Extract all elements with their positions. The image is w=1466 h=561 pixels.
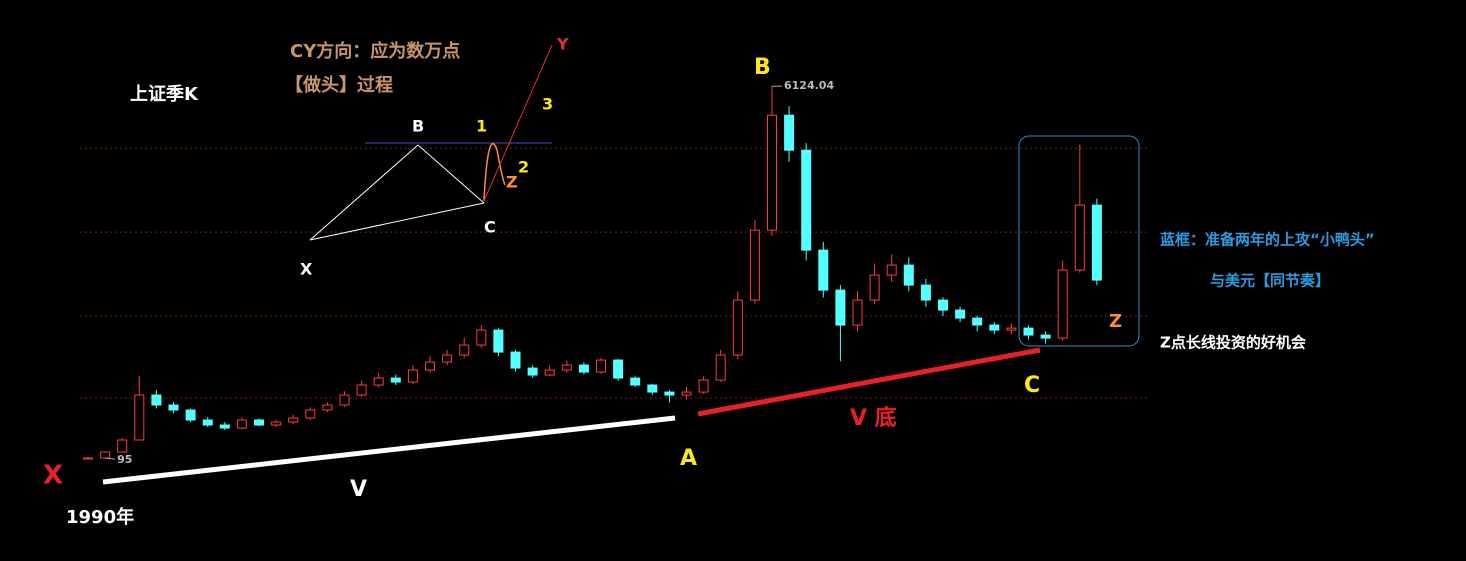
- annotation: Y: [556, 35, 569, 54]
- candle-body: [459, 344, 470, 356]
- annotation: B: [754, 55, 771, 80]
- candle-body: [305, 409, 316, 419]
- candle-body: [989, 324, 1000, 331]
- candle-body: [219, 424, 230, 429]
- candle-body: [835, 289, 846, 326]
- candle-body: [561, 364, 572, 371]
- candle-body: [972, 317, 983, 326]
- annotation: V 底: [850, 405, 897, 431]
- inset-line: [483, 44, 553, 202]
- annotation: C: [484, 218, 496, 237]
- candle-body: [493, 329, 504, 353]
- candle-body: [476, 329, 487, 346]
- candle-body: [664, 391, 675, 396]
- candle-body: [955, 309, 966, 319]
- annotation: B: [412, 117, 424, 136]
- candle-body: [151, 394, 162, 406]
- candle-body: [784, 114, 795, 151]
- candle-body: [1006, 327, 1017, 331]
- candle-body: [117, 439, 128, 453]
- annotation: C: [1024, 373, 1040, 398]
- candle-body: [236, 419, 247, 429]
- chart-title: 上证季K: [130, 84, 199, 105]
- trend-line: [102, 415, 676, 485]
- candle-body: [767, 114, 777, 231]
- candle-body: [938, 299, 948, 311]
- candle-body: [510, 351, 521, 369]
- candle-body: [869, 274, 880, 301]
- candle-body: [527, 367, 538, 376]
- candle-body: [442, 354, 453, 363]
- candle-body: [407, 369, 418, 383]
- candle-body: [596, 359, 606, 373]
- candle-body: [578, 364, 589, 373]
- candle-body: [373, 377, 384, 386]
- peak-label: 6124.04: [784, 79, 834, 92]
- candle-body: [818, 249, 829, 291]
- annotation: A: [680, 446, 697, 471]
- candle-body: [100, 451, 111, 459]
- highlight-box: [1018, 135, 1140, 347]
- annotation: Z点长线投资的好机会: [1160, 334, 1306, 352]
- candle-body: [920, 284, 931, 301]
- candle-body: [544, 369, 555, 376]
- annotation: 与美元【同节奏】: [1210, 272, 1330, 290]
- annotation: 【做头】过程: [285, 74, 393, 96]
- candle-body: [134, 394, 145, 441]
- inset-curve: [483, 142, 506, 202]
- candle-body: [613, 359, 624, 379]
- candle-body: [903, 264, 914, 286]
- candle-body: [425, 361, 435, 371]
- annotation: 1990年: [66, 506, 134, 528]
- candle-body: [1091, 204, 1102, 281]
- annotation: X: [43, 461, 63, 491]
- candle-body: [390, 377, 401, 383]
- annotation: CY方向：应为数万点: [290, 40, 460, 62]
- annotation: V: [350, 477, 367, 502]
- annotation: X: [300, 260, 313, 279]
- annotation: 蓝框：准备两年的上攻“小鸭头”: [1160, 231, 1375, 249]
- candle-body: [749, 229, 760, 301]
- annotation: 3: [542, 95, 553, 114]
- candle-body: [254, 419, 264, 426]
- low-label: 95: [117, 453, 132, 466]
- candle-body: [168, 404, 179, 411]
- candle-body: [1040, 334, 1051, 339]
- candle-body: [1074, 204, 1085, 271]
- candle-body: [185, 409, 196, 421]
- annotation: Z: [1109, 311, 1122, 332]
- candle-body: [732, 299, 743, 356]
- candle-body: [356, 384, 367, 396]
- inset-line: [309, 202, 485, 241]
- candle-body: [202, 419, 213, 426]
- candle-body: [698, 379, 709, 393]
- low-pointer: [105, 457, 116, 460]
- annotation: 2: [518, 158, 529, 177]
- candle-body: [852, 299, 863, 326]
- inset-line: [309, 144, 485, 241]
- candle-body: [801, 149, 812, 251]
- candle-body: [1057, 269, 1068, 339]
- candle-body: [322, 404, 333, 411]
- candle-body: [339, 394, 350, 406]
- candle-body: [271, 421, 282, 426]
- annotation: 1: [476, 117, 487, 136]
- candle-body: [630, 377, 641, 386]
- candle-body: [886, 264, 897, 276]
- candle-body: [288, 417, 299, 423]
- annotation: Z: [506, 173, 518, 192]
- candle-body: [715, 354, 726, 381]
- candle-body: [681, 391, 692, 396]
- trend-line: [697, 347, 1041, 417]
- candle-body: [647, 384, 658, 393]
- candle-body: [1023, 327, 1034, 336]
- candle-body: [83, 457, 93, 460]
